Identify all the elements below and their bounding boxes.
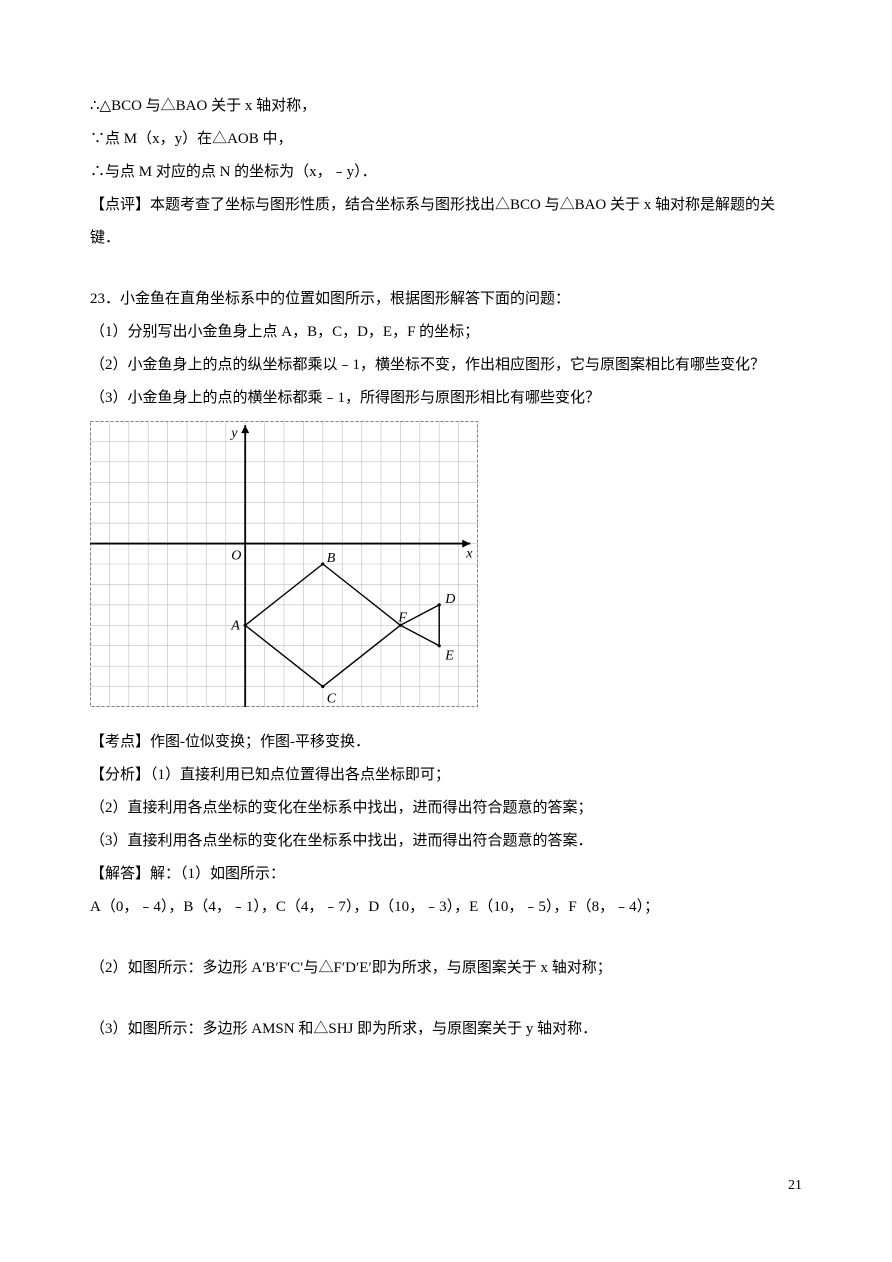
analysis-2: （2）直接利用各点坐标的变化在坐标系中找出，进而得出符合题意的答案； (90, 792, 802, 825)
text-line: ∴与点 M 对应的点 N 的坐标为（x，﹣y）． (90, 156, 802, 189)
exam-point: 【考点】作图-位似变换；作图-平移变换． (90, 726, 802, 759)
page-number: 21 (788, 1171, 802, 1202)
svg-text:O: O (231, 549, 241, 564)
solution-2: （2）如图所示：多边形 A′B′F′C′与△F′D′E′即为所求，与原图案关于 … (90, 952, 802, 985)
text-line: ∵点 M（x，y）在△AOB 中， (90, 123, 802, 156)
svg-text:F: F (397, 610, 407, 625)
coordinate-graph: A B C D E F Ox y (90, 421, 802, 720)
solution-title: 【解答】解：（1）如图所示： (90, 858, 802, 891)
svg-text:E: E (444, 649, 454, 664)
spacer (90, 255, 802, 283)
analysis-3: （3）直接利用各点坐标的变化在坐标系中找出，进而得出符合题意的答案． (90, 825, 802, 858)
review-note: 【点评】本题考查了坐标与图形性质，结合坐标系与图形找出△BCO 与△BAO 关于… (90, 189, 802, 255)
spacer (90, 985, 802, 1013)
question-sub2: （2）小金鱼身上的点的纵坐标都乘以﹣1，横坐标不变，作出相应图形，它与原图案相比… (90, 349, 802, 382)
analysis-title: 【分析】（1）直接利用已知点位置得出各点坐标即可； (90, 759, 802, 792)
question-title: 23．小金鱼在直角坐标系中的位置如图所示，根据图形解答下面的问题： (90, 283, 802, 316)
svg-text:x: x (465, 547, 473, 562)
graph-svg: A B C D E F Ox y (90, 421, 478, 707)
svg-text:B: B (327, 551, 336, 566)
solution-3: （3）如图所示：多边形 AMSN 和△SHJ 即为所求，与原图案关于 y 轴对称… (90, 1013, 802, 1046)
question-sub3: （3）小金鱼身上的点的横坐标都乘﹣1，所得图形与原图形相比有哪些变化？ (90, 382, 802, 415)
question-sub1: （1）分别写出小金鱼身上点 A，B，C，D，E，F 的坐标； (90, 316, 802, 349)
svg-text:y: y (229, 426, 238, 441)
solution-1: A（0，﹣4），B（4，﹣1），C（4，﹣7），D（10，﹣3），E（10，﹣5… (90, 891, 802, 924)
svg-text:A: A (230, 618, 240, 633)
text-line: ∴△BCO 与△BAO 关于 x 轴对称， (90, 90, 802, 123)
svg-text:D: D (444, 592, 455, 607)
spacer (90, 924, 802, 952)
svg-text:C: C (327, 692, 337, 707)
